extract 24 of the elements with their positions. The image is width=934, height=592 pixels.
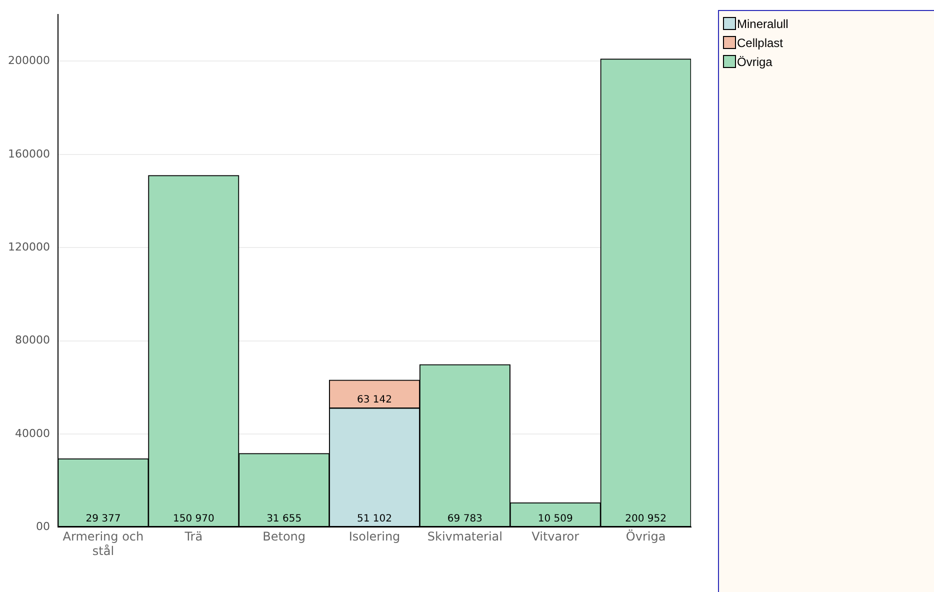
y-tick-label: 80000: [14, 334, 50, 347]
data-label: 69 783: [447, 513, 482, 524]
y-tick-label: 00: [36, 520, 50, 534]
x-tick-label: Skivmaterial: [427, 530, 502, 544]
x-tick-label: Isolering: [348, 530, 400, 544]
x-tick-label: Övriga: [626, 530, 666, 544]
data-label: 29 377: [86, 513, 121, 524]
x-tick-label: Trä: [184, 530, 203, 544]
data-label: 51 102: [356, 513, 392, 524]
data-label: 31 655: [266, 513, 302, 524]
x-tick-label: Vitvaror: [532, 530, 580, 544]
y-tick-label: 160000: [8, 147, 50, 160]
x-tick-label: Betong: [262, 530, 306, 544]
data-label: 10 509: [538, 513, 573, 524]
total-label: 63 142: [356, 394, 392, 406]
x-tick-label: Armering och stål: [62, 530, 144, 558]
legend-label: Mineralull: [737, 16, 788, 30]
data-label: 150 970: [172, 513, 214, 524]
y-tick-label: 120000: [8, 240, 50, 254]
data-label: 200 952: [625, 513, 666, 524]
y-tick-label: 40000: [14, 426, 50, 440]
legend-label: Övriga: [737, 54, 772, 68]
legend-label: Cellplast: [737, 36, 784, 50]
y-tick-label: 200000: [8, 54, 50, 68]
